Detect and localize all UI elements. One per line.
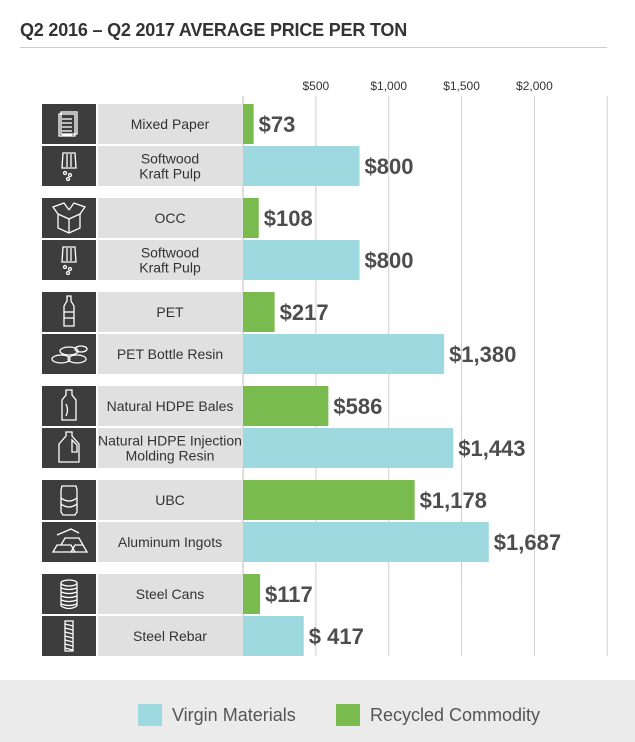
value-label: $1,443 [458, 436, 525, 461]
icon-tile [42, 334, 96, 374]
bar [243, 104, 254, 144]
bar-row: OCC $108 [42, 198, 313, 238]
label-tile [98, 292, 243, 332]
wood-pulp-icon [61, 246, 77, 276]
icon-tile [42, 104, 96, 144]
bar-rows: Mixed Paper $73 Softwood Kraft Pulp $800 OCC $… [42, 104, 561, 656]
label-tile [98, 240, 243, 280]
bar [243, 386, 329, 426]
category-label: UBC [155, 492, 185, 508]
label-tile [98, 334, 243, 374]
bar-row: Mixed Paper $73 [42, 104, 295, 144]
bar-row: Softwood Kraft Pulp $800 [42, 146, 414, 186]
bar [243, 334, 445, 374]
icon-tile [42, 522, 96, 562]
bar [243, 616, 304, 656]
bar [243, 574, 261, 614]
rebar-icon [64, 620, 74, 652]
value-label: $73 [259, 112, 296, 137]
bar [243, 146, 360, 186]
label-tile [98, 386, 243, 426]
icon-tile [42, 428, 96, 468]
label-tile [98, 428, 243, 468]
category-label: Softwood Kraft Pulp [139, 245, 201, 276]
bar-row: PET Bottle Resin $1,380 [42, 334, 516, 374]
title-divider [20, 47, 607, 48]
label-tile [98, 104, 243, 144]
hdpe-bottle-icon [61, 389, 77, 421]
legend-label-recycled: Recycled Commodity [370, 704, 541, 725]
bar [243, 522, 489, 562]
category-label: Mixed Paper [131, 116, 210, 132]
value-label: $217 [280, 300, 329, 325]
icon-tile [42, 480, 96, 520]
ingot-stack-icon [51, 528, 89, 553]
chart-title: Q2 2016 – Q2 2017 AVERAGE PRICE PER TON [20, 20, 408, 40]
label-tile [98, 480, 243, 520]
label-tile [98, 574, 243, 614]
bar-row: UBC $1,178 [42, 480, 487, 520]
value-label: $800 [365, 154, 414, 179]
category-label: Natural HDPE Injection Molding Resin [98, 433, 242, 464]
category-label: Softwood Kraft Pulp [139, 151, 201, 182]
bar [243, 198, 259, 238]
soda-can-icon [60, 485, 78, 516]
x-tick-label: $2,000 [516, 79, 553, 93]
bar [243, 292, 275, 332]
x-tick-label: $1,500 [443, 79, 480, 93]
legend-swatch-virgin [138, 704, 162, 726]
bar-row: Natural HDPE Injection Molding Resin $1,44… [42, 428, 526, 468]
bar [243, 480, 415, 520]
bar-row: PET $217 [42, 292, 329, 332]
value-label: $ 417 [309, 624, 364, 649]
legend-label-virgin: Virgin Materials [172, 704, 296, 725]
resin-pellets-icon [51, 345, 88, 364]
value-label: $117 [265, 582, 313, 607]
paper-stack-icon [58, 111, 78, 137]
value-label: $1,178 [420, 488, 487, 513]
price-bar-chart: $500 $1,000 $1,500 $2,000 Mixed Paper $73 Soft… [42, 79, 608, 656]
category-label: OCC [154, 210, 185, 226]
legend-item-virgin: Virgin Materials [138, 704, 296, 726]
steel-can-icon [60, 579, 78, 610]
category-label: PET [156, 304, 184, 320]
value-label: $1,687 [494, 530, 561, 555]
legend-swatch-recycled [336, 704, 360, 726]
bar-row: Natural HDPE Bales $586 [42, 386, 382, 426]
wood-pulp-icon [61, 152, 77, 182]
category-label: PET Bottle Resin [117, 346, 223, 362]
bar-row: Steel Cans $117 [42, 574, 313, 614]
x-gridlines [242, 96, 608, 656]
category-label: Aluminum Ingots [118, 534, 222, 550]
bar [243, 428, 454, 468]
label-tile [98, 146, 243, 186]
plastic-bottle-icon [63, 295, 75, 327]
bar-row: Aluminum Ingots $1,687 [42, 522, 561, 562]
value-label: $586 [333, 394, 382, 419]
value-label: $1,380 [449, 342, 516, 367]
value-label: $108 [264, 206, 313, 231]
x-tick-label: $500 [302, 79, 329, 93]
bar [243, 240, 360, 280]
category-label: Steel Rebar [133, 628, 207, 644]
milk-jug-icon [58, 431, 80, 463]
bar-row: Steel Rebar $ 417 [42, 616, 364, 656]
label-tile [98, 616, 243, 656]
category-label: Natural HDPE Bales [107, 398, 234, 414]
value-label: $800 [365, 248, 414, 273]
icon-tile [42, 616, 96, 656]
legend-footer: Virgin Materials Recycled Commodity [0, 680, 635, 742]
category-label: Steel Cans [136, 586, 204, 602]
label-tile [98, 522, 243, 562]
bar-row: Softwood Kraft Pulp $800 [42, 240, 414, 280]
icon-tile [42, 386, 96, 426]
legend-item-recycled: Recycled Commodity [336, 704, 540, 726]
cardboard-box-icon [51, 202, 87, 234]
x-tick-label: $1,000 [370, 79, 407, 93]
label-tile [98, 198, 243, 238]
